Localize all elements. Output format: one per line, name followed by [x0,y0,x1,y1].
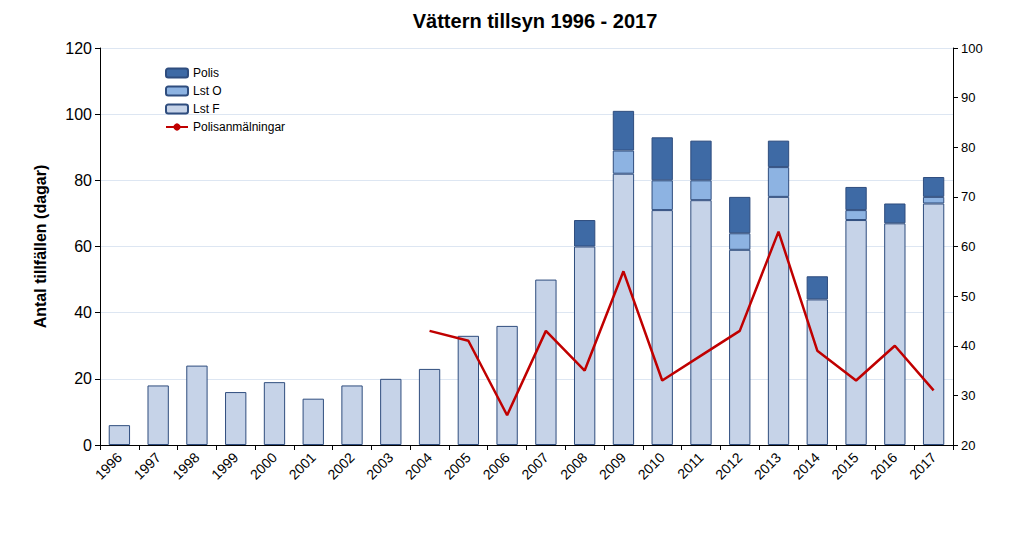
svg-text:40: 40 [961,338,975,353]
svg-text:70: 70 [961,189,975,204]
svg-text:2010: 2010 [635,449,668,482]
svg-text:1997: 1997 [130,449,163,482]
svg-text:2006: 2006 [479,449,512,482]
svg-text:2005: 2005 [441,449,474,482]
svg-text:2011: 2011 [674,449,707,482]
svg-text:60: 60 [961,239,975,254]
svg-text:2004: 2004 [402,449,435,482]
svg-text:2012: 2012 [712,449,745,482]
svg-text:40: 40 [74,304,92,321]
svg-text:20: 20 [961,438,975,453]
svg-text:90: 90 [961,90,975,105]
svg-text:2016: 2016 [867,449,900,482]
svg-text:2013: 2013 [751,449,784,482]
svg-text:2015: 2015 [828,449,861,482]
svg-text:2007: 2007 [518,449,551,482]
svg-text:2008: 2008 [557,449,590,482]
svg-text:2000: 2000 [247,449,280,482]
svg-text:2014: 2014 [790,449,823,482]
svg-text:60: 60 [74,238,92,255]
svg-text:120: 120 [65,40,92,57]
svg-text:Lst O: Lst O [193,84,222,98]
svg-text:0: 0 [83,437,92,454]
svg-text:2009: 2009 [596,449,629,482]
svg-text:80: 80 [74,172,92,189]
svg-text:2017: 2017 [906,449,939,482]
svg-text:30: 30 [961,388,975,403]
svg-text:2001: 2001 [286,449,319,482]
svg-text:100: 100 [961,41,983,56]
svg-text:1999: 1999 [208,449,241,482]
svg-text:2003: 2003 [363,449,396,482]
svg-text:Lst F: Lst F [193,102,220,116]
svg-text:Polisanmälningar: Polisanmälningar [193,120,285,134]
svg-text:Polis: Polis [193,66,219,80]
svg-text:1998: 1998 [169,449,202,482]
svg-text:Vättern tillsyn 1996 - 2017: Vättern tillsyn 1996 - 2017 [413,10,658,32]
svg-text:1996: 1996 [92,449,125,482]
svg-text:80: 80 [961,140,975,155]
svg-text:100: 100 [65,106,92,123]
svg-text:20: 20 [74,370,92,387]
svg-text:2002: 2002 [324,449,357,482]
svg-text:Antal tillfällen (dagar): Antal tillfällen (dagar) [32,165,49,329]
svg-text:50: 50 [961,289,975,304]
